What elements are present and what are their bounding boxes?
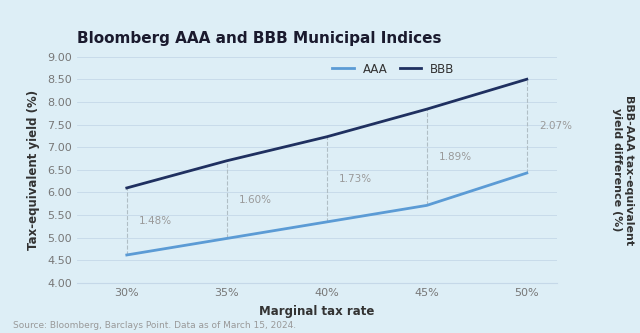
- AAA: [123, 253, 131, 257]
- Legend: AAA, BBB: AAA, BBB: [332, 63, 454, 76]
- BBB: [323, 135, 331, 139]
- Line: AAA: AAA: [127, 173, 527, 255]
- BBB: [523, 77, 531, 81]
- Text: 2.07%: 2.07%: [539, 121, 572, 131]
- Line: BBB: BBB: [127, 79, 527, 188]
- Text: 1.60%: 1.60%: [239, 194, 272, 204]
- Text: Source: Bloomberg, Barclays Point. Data as of March 15, 2024.: Source: Bloomberg, Barclays Point. Data …: [13, 321, 296, 330]
- X-axis label: Marginal tax rate: Marginal tax rate: [259, 305, 374, 318]
- BBB: [223, 159, 230, 163]
- Text: Bloomberg AAA and BBB Municipal Indices: Bloomberg AAA and BBB Municipal Indices: [77, 31, 442, 46]
- BBB: [123, 186, 131, 190]
- AAA: [223, 236, 230, 240]
- AAA: [423, 203, 431, 207]
- AAA: [323, 220, 331, 224]
- AAA: [523, 171, 531, 175]
- Text: 1.48%: 1.48%: [139, 216, 172, 226]
- BBB: [423, 107, 431, 111]
- Text: 1.89%: 1.89%: [439, 152, 472, 162]
- Y-axis label: Tax-equivalent yield (%): Tax-equivalent yield (%): [28, 90, 40, 250]
- Text: 1.73%: 1.73%: [339, 174, 372, 184]
- Text: BBB-AAA tax-equivalent
yield difference (%): BBB-AAA tax-equivalent yield difference …: [612, 95, 634, 245]
